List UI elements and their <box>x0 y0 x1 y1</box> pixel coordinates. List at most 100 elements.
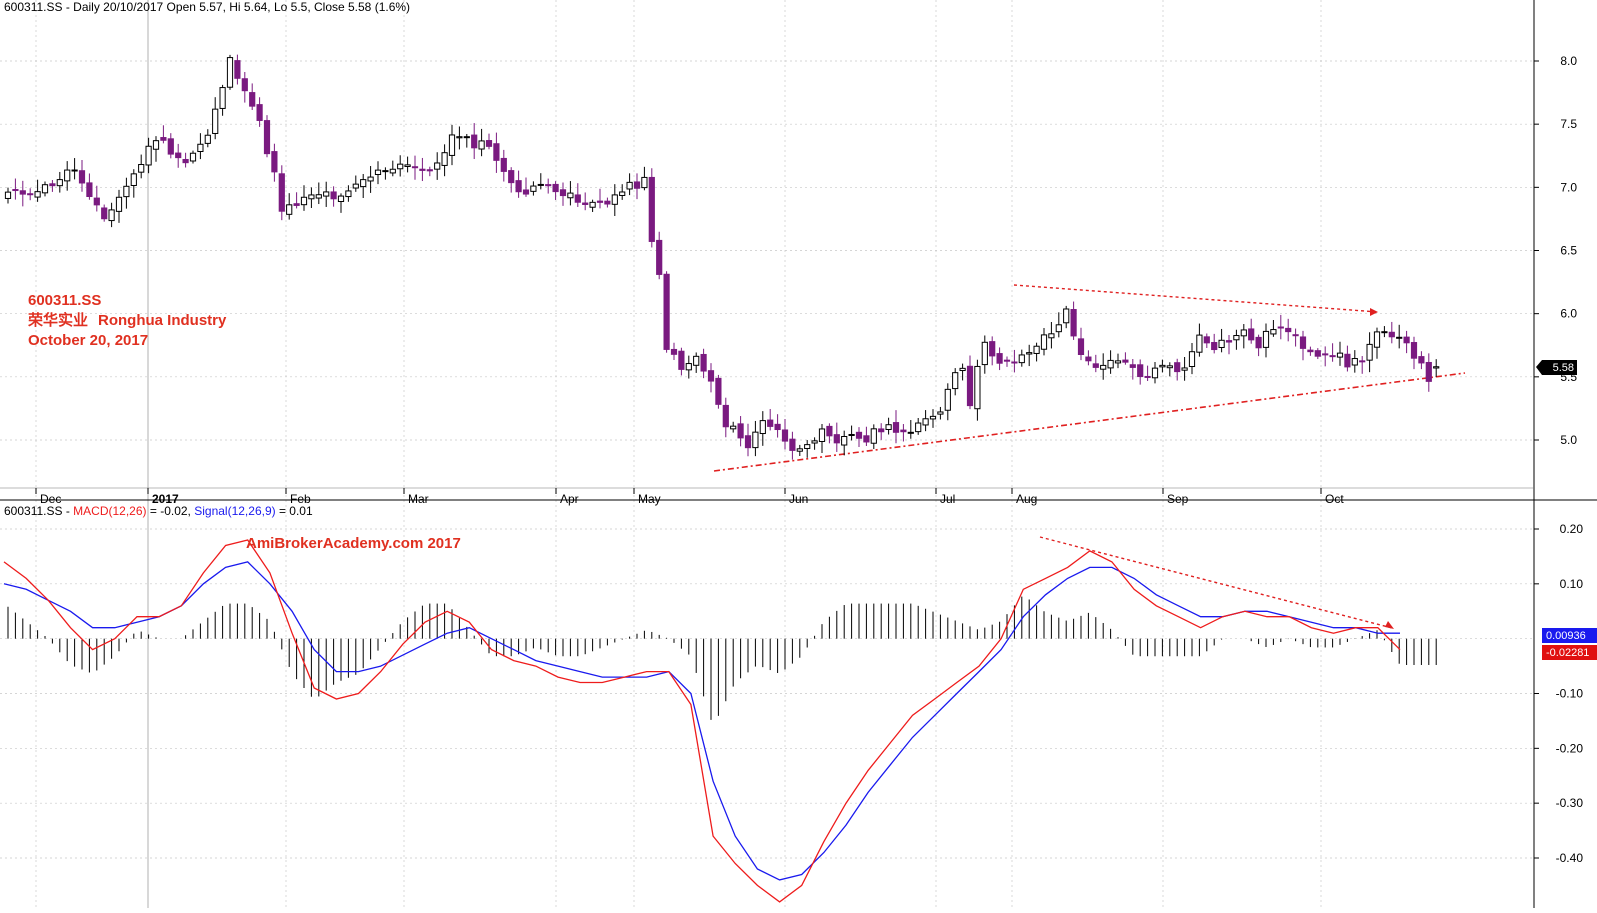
watermark-text: AmiBrokerAcademy.com 2017 <box>246 535 461 552</box>
macd-y-tick-label: 0.10 <box>1560 577 1584 591</box>
candle-body <box>730 425 737 430</box>
candle-body <box>271 151 278 173</box>
candle-body <box>367 176 374 182</box>
candle-body <box>826 425 833 437</box>
candle-body <box>722 404 729 428</box>
candle-body <box>959 367 966 372</box>
y-tick-label: 6.5 <box>1560 244 1577 258</box>
candle-body <box>774 423 781 431</box>
y-tick-label: 8.0 <box>1560 54 1577 68</box>
candle-body <box>308 194 315 200</box>
candle-body <box>500 157 507 172</box>
candle-body <box>108 209 115 222</box>
candle-body <box>145 145 152 166</box>
candle-body <box>426 169 433 172</box>
annotation-name-cn: 荣华实业 <box>27 311 88 329</box>
macd-line <box>3 539 1401 903</box>
candle-body <box>670 348 678 355</box>
candle-body <box>1299 336 1307 349</box>
annotation-name-en: Ronghua Industry <box>98 312 227 329</box>
candle-body <box>1174 362 1181 373</box>
price-badge-bg <box>1542 360 1577 375</box>
candle-body <box>212 108 219 134</box>
macd-y-tick-label: -0.10 <box>1556 687 1584 701</box>
signal-line <box>3 561 1400 881</box>
candle-body <box>1359 360 1366 363</box>
candle-body <box>685 363 692 371</box>
candle-body <box>78 170 86 184</box>
candle-body <box>582 202 589 205</box>
candle-body <box>448 134 456 156</box>
candle-body <box>811 440 818 444</box>
candle-body <box>878 428 885 433</box>
candle-body <box>374 169 382 176</box>
x-tick-label: 2017 <box>152 492 179 506</box>
candle-body <box>1040 334 1048 350</box>
candle-body <box>419 168 426 171</box>
candle-body <box>1314 350 1321 357</box>
candle-body <box>1277 326 1284 329</box>
x-tick-label: Feb <box>290 492 311 506</box>
candle-body <box>1336 352 1344 358</box>
candle-body <box>929 415 937 420</box>
candle-body <box>1048 333 1055 339</box>
candle-body <box>1262 330 1270 348</box>
candle-body <box>944 388 951 411</box>
candle-body <box>752 431 759 449</box>
candle-body <box>441 152 448 166</box>
candle-body <box>330 191 337 200</box>
candle-body <box>226 57 234 88</box>
line-layer <box>3 539 1401 903</box>
candle-body <box>411 166 419 169</box>
candle-body <box>286 204 293 215</box>
candle-body <box>648 176 655 242</box>
macd-y-tick-label: -0.40 <box>1556 851 1584 865</box>
candle-body <box>966 365 974 407</box>
candle-body <box>1233 335 1240 341</box>
candle-body <box>641 176 648 189</box>
candle-body <box>1218 339 1225 348</box>
candle-body <box>1225 340 1233 343</box>
candle-body <box>1018 354 1025 364</box>
candle-body <box>1063 308 1070 324</box>
candle-body <box>1366 343 1373 361</box>
candle-body <box>589 201 596 208</box>
resistance-trendline <box>1013 284 1379 313</box>
macd-divergence-trendline <box>1039 536 1393 629</box>
x-tick-label: Mar <box>408 492 429 506</box>
x-tick-label: Jun <box>789 492 808 506</box>
candle-body <box>323 191 330 197</box>
candle-body <box>633 181 641 189</box>
candle-body <box>485 140 493 147</box>
candle-body <box>855 431 863 439</box>
candle-body <box>1396 336 1403 339</box>
candle-body <box>56 179 63 187</box>
candle-body <box>1107 359 1114 369</box>
candle-body <box>86 182 93 198</box>
candle-body <box>789 438 796 451</box>
macd-header: 600311.SS - MACD(12,26) = -0.02, Signal(… <box>4 504 313 518</box>
candle-body <box>337 195 345 203</box>
candle-body <box>1159 364 1166 368</box>
candle-body <box>115 196 123 212</box>
candle-body <box>604 200 611 205</box>
candle-body <box>360 179 367 188</box>
candle-body <box>796 448 803 452</box>
y-tick-label: 6.0 <box>1560 307 1577 321</box>
candle-body <box>1270 329 1277 335</box>
candle-body <box>404 164 411 167</box>
candle-body <box>1292 334 1299 337</box>
candle-body <box>1129 364 1136 368</box>
candle-body <box>41 184 49 194</box>
candle-body <box>508 170 515 184</box>
candle-body <box>382 170 389 173</box>
candle-body <box>530 185 537 192</box>
candle-body <box>493 143 500 161</box>
candle-body <box>434 162 441 170</box>
candle-body <box>619 191 626 196</box>
candle-body <box>1070 309 1077 337</box>
candle-body <box>952 372 959 390</box>
macd-badge: -0.02281 <box>1542 645 1597 660</box>
candle-body <box>167 138 174 155</box>
candle-body <box>130 173 137 186</box>
